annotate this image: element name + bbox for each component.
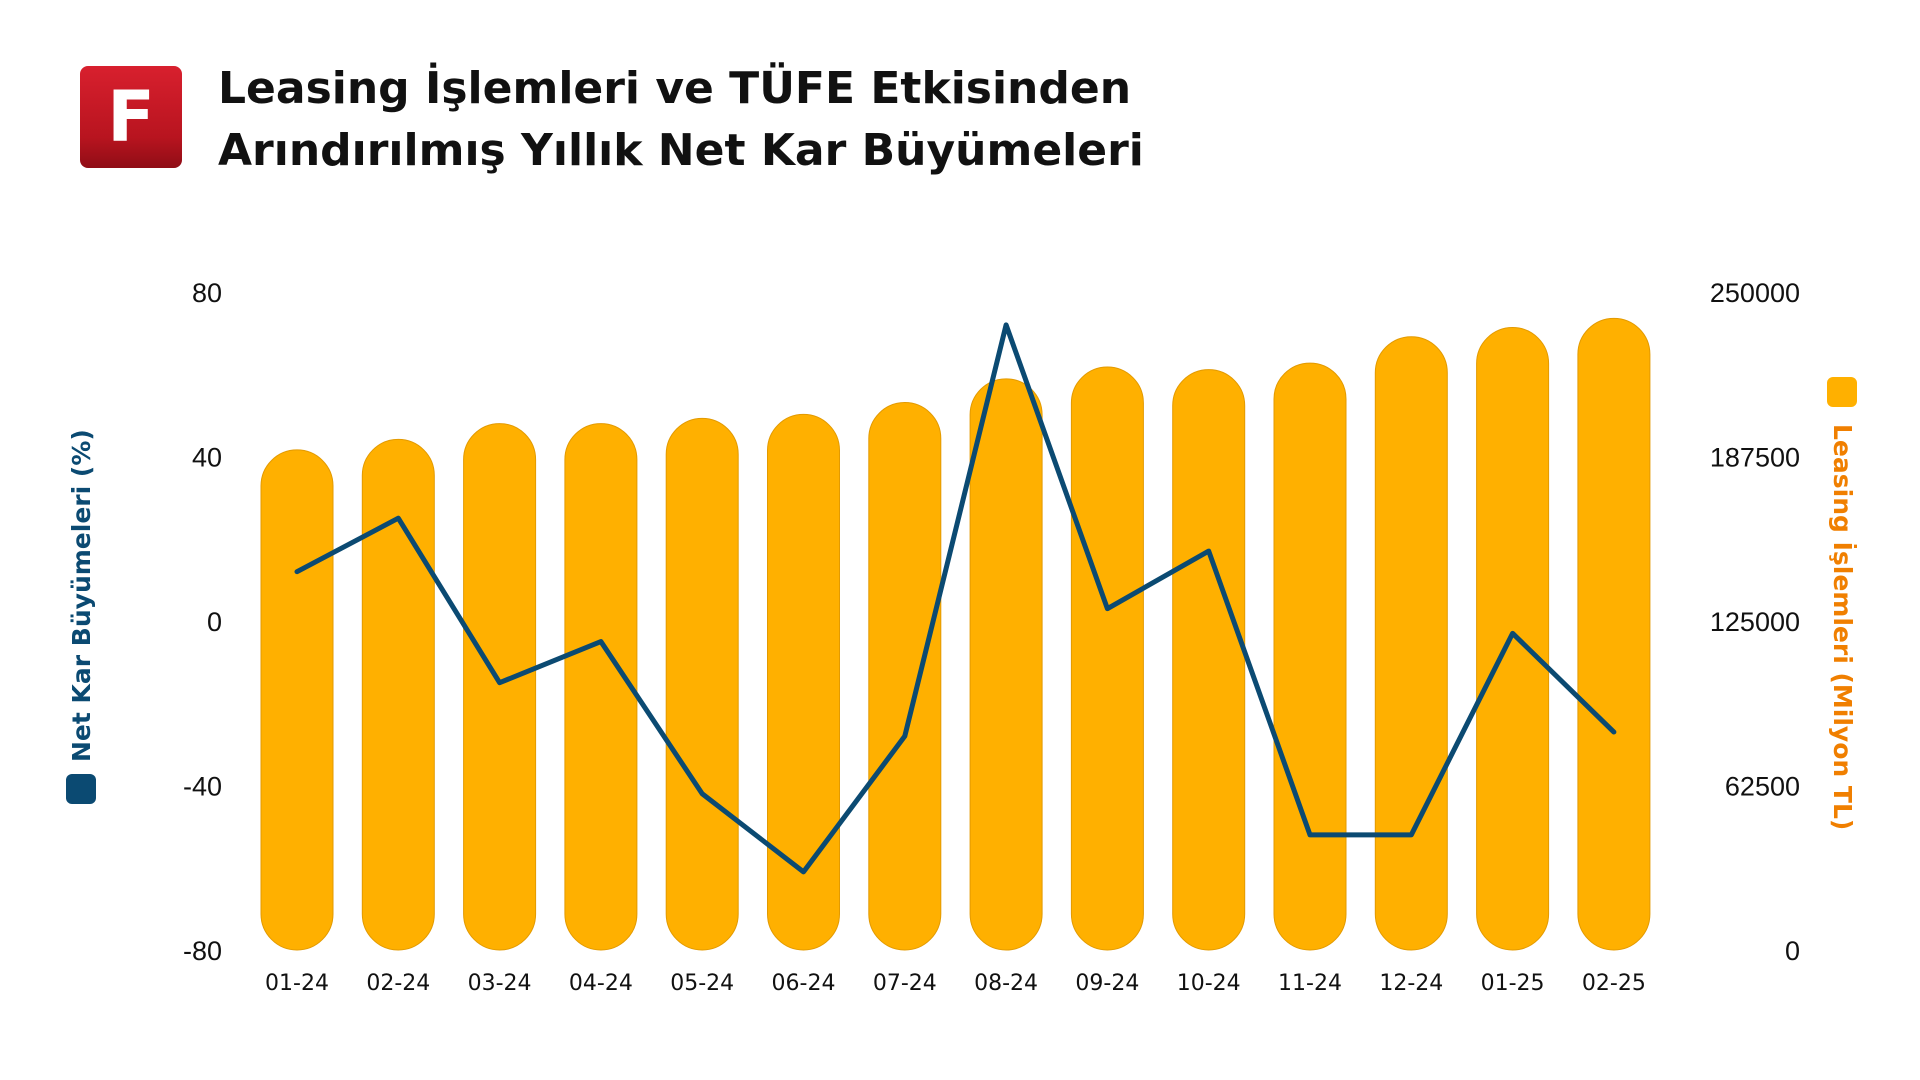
left-tick-label: 80 bbox=[192, 278, 222, 308]
bar-02-25 bbox=[1577, 317, 1651, 951]
title-line-1: Leasing İşlemleri ve TÜFE Etkisinden bbox=[218, 63, 1132, 114]
bar-06-24 bbox=[767, 413, 840, 951]
brand-logo: F bbox=[80, 66, 182, 168]
right-axis-ticks: 250000 187500 125000 62500 0 bbox=[1710, 278, 1800, 966]
page-title: Leasing İşlemleri ve TÜFE Etkisinden Arı… bbox=[218, 58, 1144, 182]
bar-12-24 bbox=[1374, 336, 1448, 951]
title-line-2: Arındırılmış Yıllık Net Kar Büyümeleri bbox=[218, 125, 1144, 176]
left-tick-label: -40 bbox=[183, 772, 222, 802]
bar-02-24 bbox=[361, 438, 435, 951]
bar-11-24 bbox=[1273, 362, 1347, 951]
right-tick-label: 250000 bbox=[1710, 278, 1800, 308]
bar-04-24 bbox=[564, 423, 638, 951]
right-axis-label: Leasing İşlemleri (Milyon TL) bbox=[1828, 424, 1858, 830]
bar-05-24 bbox=[665, 417, 739, 951]
x-tick-label: 11-24 bbox=[1278, 971, 1342, 996]
left-tick-label: 0 bbox=[207, 607, 222, 637]
x-tick-label: 04-24 bbox=[569, 971, 633, 996]
bar-08-24 bbox=[969, 378, 1043, 951]
bar-09-24 bbox=[1070, 366, 1144, 951]
left-tick-label: -80 bbox=[183, 936, 222, 966]
bar-03-24 bbox=[463, 423, 537, 951]
x-tick-label: 10-24 bbox=[1177, 971, 1241, 996]
net-kar-line bbox=[294, 322, 1617, 875]
x-tick-label: 09-24 bbox=[1075, 971, 1139, 996]
bar-10-24 bbox=[1172, 369, 1246, 951]
x-axis-ticks: 01-24 02-24 03-24 04-24 05-24 06-24 07-24 08-24… bbox=[265, 971, 1646, 996]
right-legend-swatch bbox=[1827, 377, 1857, 407]
x-tick-label: 06-24 bbox=[772, 971, 836, 996]
right-tick-label: 187500 bbox=[1710, 443, 1800, 473]
x-tick-label: 08-24 bbox=[974, 971, 1038, 996]
x-tick-label: 01-25 bbox=[1481, 971, 1545, 996]
right-tick-label: 62500 bbox=[1725, 772, 1800, 802]
right-tick-label: 125000 bbox=[1710, 607, 1800, 637]
x-tick-label: 02-25 bbox=[1582, 971, 1646, 996]
left-legend-swatch bbox=[66, 774, 96, 804]
bar-07-24 bbox=[868, 402, 942, 951]
x-tick-label: 12-24 bbox=[1379, 971, 1443, 996]
left-axis-label: Net Kar Büyümeleri (%) bbox=[67, 429, 96, 762]
x-tick-label: 01-24 bbox=[265, 971, 329, 996]
right-tick-label: 0 bbox=[1785, 936, 1800, 966]
left-axis-ticks: 80 40 0 -40 -80 bbox=[183, 278, 222, 966]
x-tick-label: 03-24 bbox=[468, 971, 532, 996]
bar-01-24 bbox=[260, 449, 334, 951]
bar-series bbox=[260, 317, 1651, 951]
x-tick-label: 07-24 bbox=[873, 971, 937, 996]
x-tick-label: 05-24 bbox=[670, 971, 734, 996]
x-tick-label: 02-24 bbox=[366, 971, 430, 996]
logo-letter: F bbox=[107, 76, 155, 158]
left-tick-label: 40 bbox=[192, 443, 222, 473]
